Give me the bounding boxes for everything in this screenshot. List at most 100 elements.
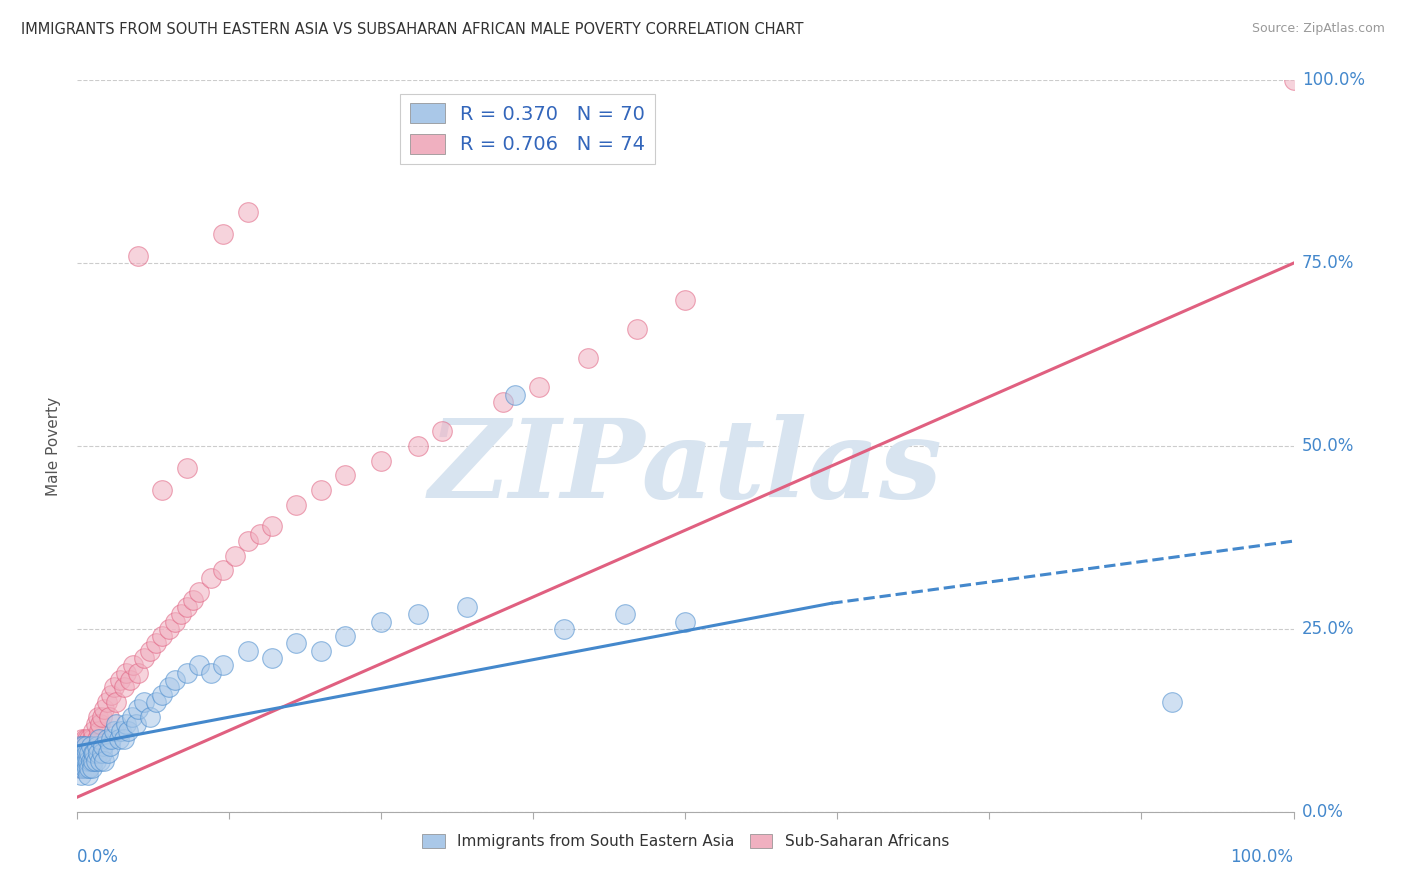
Point — [72, 739, 94, 753]
Point — [96, 731, 118, 746]
Point — [76, 761, 98, 775]
Y-axis label: Male Poverty: Male Poverty — [46, 396, 62, 496]
Point — [75, 754, 97, 768]
Point — [127, 249, 149, 263]
Point — [121, 709, 143, 723]
Point — [613, 607, 636, 622]
Point — [456, 599, 478, 614]
Point — [236, 205, 259, 219]
Point — [73, 731, 96, 746]
Point — [79, 731, 101, 746]
Point — [176, 665, 198, 680]
Point — [70, 746, 93, 760]
Text: 25.0%: 25.0% — [1302, 620, 1354, 638]
Point — [188, 658, 211, 673]
Point — [675, 615, 697, 629]
Point — [69, 746, 91, 760]
Point — [77, 739, 100, 753]
Point — [212, 563, 235, 577]
Point — [553, 622, 575, 636]
Point — [89, 754, 111, 768]
Point — [285, 498, 308, 512]
Point — [309, 644, 332, 658]
Text: Source: ZipAtlas.com: Source: ZipAtlas.com — [1251, 22, 1385, 36]
Point — [108, 673, 131, 687]
Point — [82, 754, 104, 768]
Point — [72, 754, 94, 768]
Point — [82, 724, 104, 739]
Point — [1282, 73, 1305, 87]
Point — [89, 717, 111, 731]
Text: 50.0%: 50.0% — [1302, 437, 1354, 455]
Point — [77, 754, 100, 768]
Point — [91, 739, 114, 753]
Point — [96, 695, 118, 709]
Point — [163, 615, 186, 629]
Point — [127, 665, 149, 680]
Point — [83, 739, 105, 753]
Point — [97, 746, 120, 760]
Point — [79, 761, 101, 775]
Point — [90, 709, 112, 723]
Point — [77, 754, 100, 768]
Point — [103, 724, 125, 739]
Point — [430, 425, 453, 439]
Point — [333, 629, 356, 643]
Point — [105, 717, 128, 731]
Point — [98, 739, 121, 753]
Point — [100, 731, 122, 746]
Text: IMMIGRANTS FROM SOUTH EASTERN ASIA VS SUBSAHARAN AFRICAN MALE POVERTY CORRELATIO: IMMIGRANTS FROM SOUTH EASTERN ASIA VS SU… — [21, 22, 804, 37]
Text: 0.0%: 0.0% — [77, 847, 120, 866]
Text: ZIPatlas: ZIPatlas — [429, 414, 942, 522]
Point — [77, 768, 100, 782]
Point — [93, 754, 115, 768]
Point — [89, 731, 111, 746]
Point — [236, 534, 259, 549]
Point — [260, 519, 283, 533]
Point — [79, 746, 101, 760]
Point — [260, 651, 283, 665]
Point — [80, 761, 103, 775]
Point — [76, 746, 98, 760]
Point — [105, 695, 128, 709]
Point — [103, 681, 125, 695]
Point — [67, 746, 90, 760]
Point — [139, 709, 162, 723]
Point — [115, 717, 138, 731]
Point — [503, 388, 526, 402]
Point — [76, 731, 98, 746]
Point — [675, 293, 697, 307]
Point — [529, 380, 551, 394]
Point — [152, 483, 174, 497]
Legend: Immigrants from South Eastern Asia, Sub-Saharan Africans: Immigrants from South Eastern Asia, Sub-… — [416, 828, 955, 855]
Point — [212, 227, 235, 241]
Point — [70, 761, 93, 775]
Point — [70, 731, 93, 746]
Point — [236, 644, 259, 658]
Point — [100, 688, 122, 702]
Point — [212, 658, 235, 673]
Point — [69, 761, 91, 775]
Point — [200, 571, 222, 585]
Point — [72, 739, 94, 753]
Point — [112, 731, 135, 746]
Point — [70, 754, 93, 768]
Point — [115, 665, 138, 680]
Point — [125, 717, 148, 731]
Point — [576, 351, 599, 366]
Text: 100.0%: 100.0% — [1230, 847, 1294, 866]
Point — [1161, 695, 1184, 709]
Point — [93, 702, 115, 716]
Point — [70, 739, 93, 753]
Point — [249, 526, 271, 541]
Point — [75, 754, 97, 768]
Point — [73, 746, 96, 760]
Point — [97, 709, 120, 723]
Point — [87, 746, 110, 760]
Point — [83, 746, 105, 760]
Point — [285, 636, 308, 650]
Point — [69, 739, 91, 753]
Point — [200, 665, 222, 680]
Point — [79, 746, 101, 760]
Point — [406, 439, 429, 453]
